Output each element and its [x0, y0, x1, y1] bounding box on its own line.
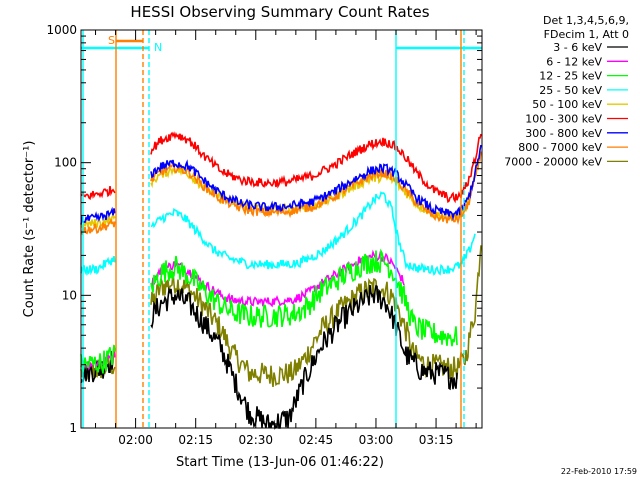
y-tick-label: 10: [62, 288, 77, 302]
series-line: [80, 284, 458, 430]
y-tick-label: 100: [54, 156, 77, 170]
legend-label: 6 - 12 keV: [546, 55, 602, 68]
legend-label: 25 - 50 keV: [539, 84, 602, 97]
legend-label: 100 - 300 keV: [525, 113, 602, 126]
y-axis-label: Count Rate (s⁻¹ detector⁻¹): [22, 141, 37, 318]
timestamp: 22-Feb-2010 17:59: [561, 467, 637, 476]
y-tick-label: 1000: [46, 23, 77, 37]
y-axis: 1 10 100 1000: [46, 23, 482, 435]
chart-title: HESSI Observing Summary Count Rates: [130, 3, 429, 21]
x-axis: 02:00 02:15 02:30 02:45 03:00 03:15: [95, 30, 477, 447]
x-tick-label: 02:30: [238, 433, 273, 447]
x-tick-label: 02:45: [299, 433, 334, 447]
legend: Det 1,3,4,5,6,9, FDecim 1, Att 0 3 - 6 k…: [504, 14, 629, 168]
legend-label: 12 - 25 keV: [539, 70, 602, 83]
series-line: [80, 131, 482, 204]
legend-label: 50 - 100 keV: [532, 98, 602, 111]
x-axis-label: Start Time (13-Jun-06 01:46:22): [176, 455, 384, 470]
x-tick-label: 02:15: [178, 433, 213, 447]
legend-label: 300 - 800 keV: [525, 127, 602, 140]
series-line: [80, 152, 482, 231]
series-line: [80, 151, 482, 236]
series-line: [80, 144, 482, 225]
legend-label: 3 - 6 keV: [553, 41, 602, 54]
legend-header-line-2: FDecim 1, Att 0: [544, 28, 629, 41]
legend-label: 800 - 7000 keV: [518, 141, 602, 154]
plot-series: [80, 131, 482, 430]
x-tick-label: 03:00: [359, 433, 394, 447]
s-flag-label: S: [108, 34, 115, 47]
series-line: [80, 248, 458, 374]
y-tick-label: 1: [69, 421, 77, 435]
series-line: [80, 191, 476, 277]
plot-frame: [80, 29, 483, 429]
x-tick-label: 03:15: [419, 433, 454, 447]
x-tick-label: 02:00: [118, 433, 153, 447]
n-flag-label: N: [154, 41, 162, 54]
plot-markers: SN: [81, 30, 482, 428]
legend-label: 7000 - 20000 keV: [504, 155, 602, 168]
legend-header-line-1: Det 1,3,4,5,6,9,: [543, 14, 629, 27]
